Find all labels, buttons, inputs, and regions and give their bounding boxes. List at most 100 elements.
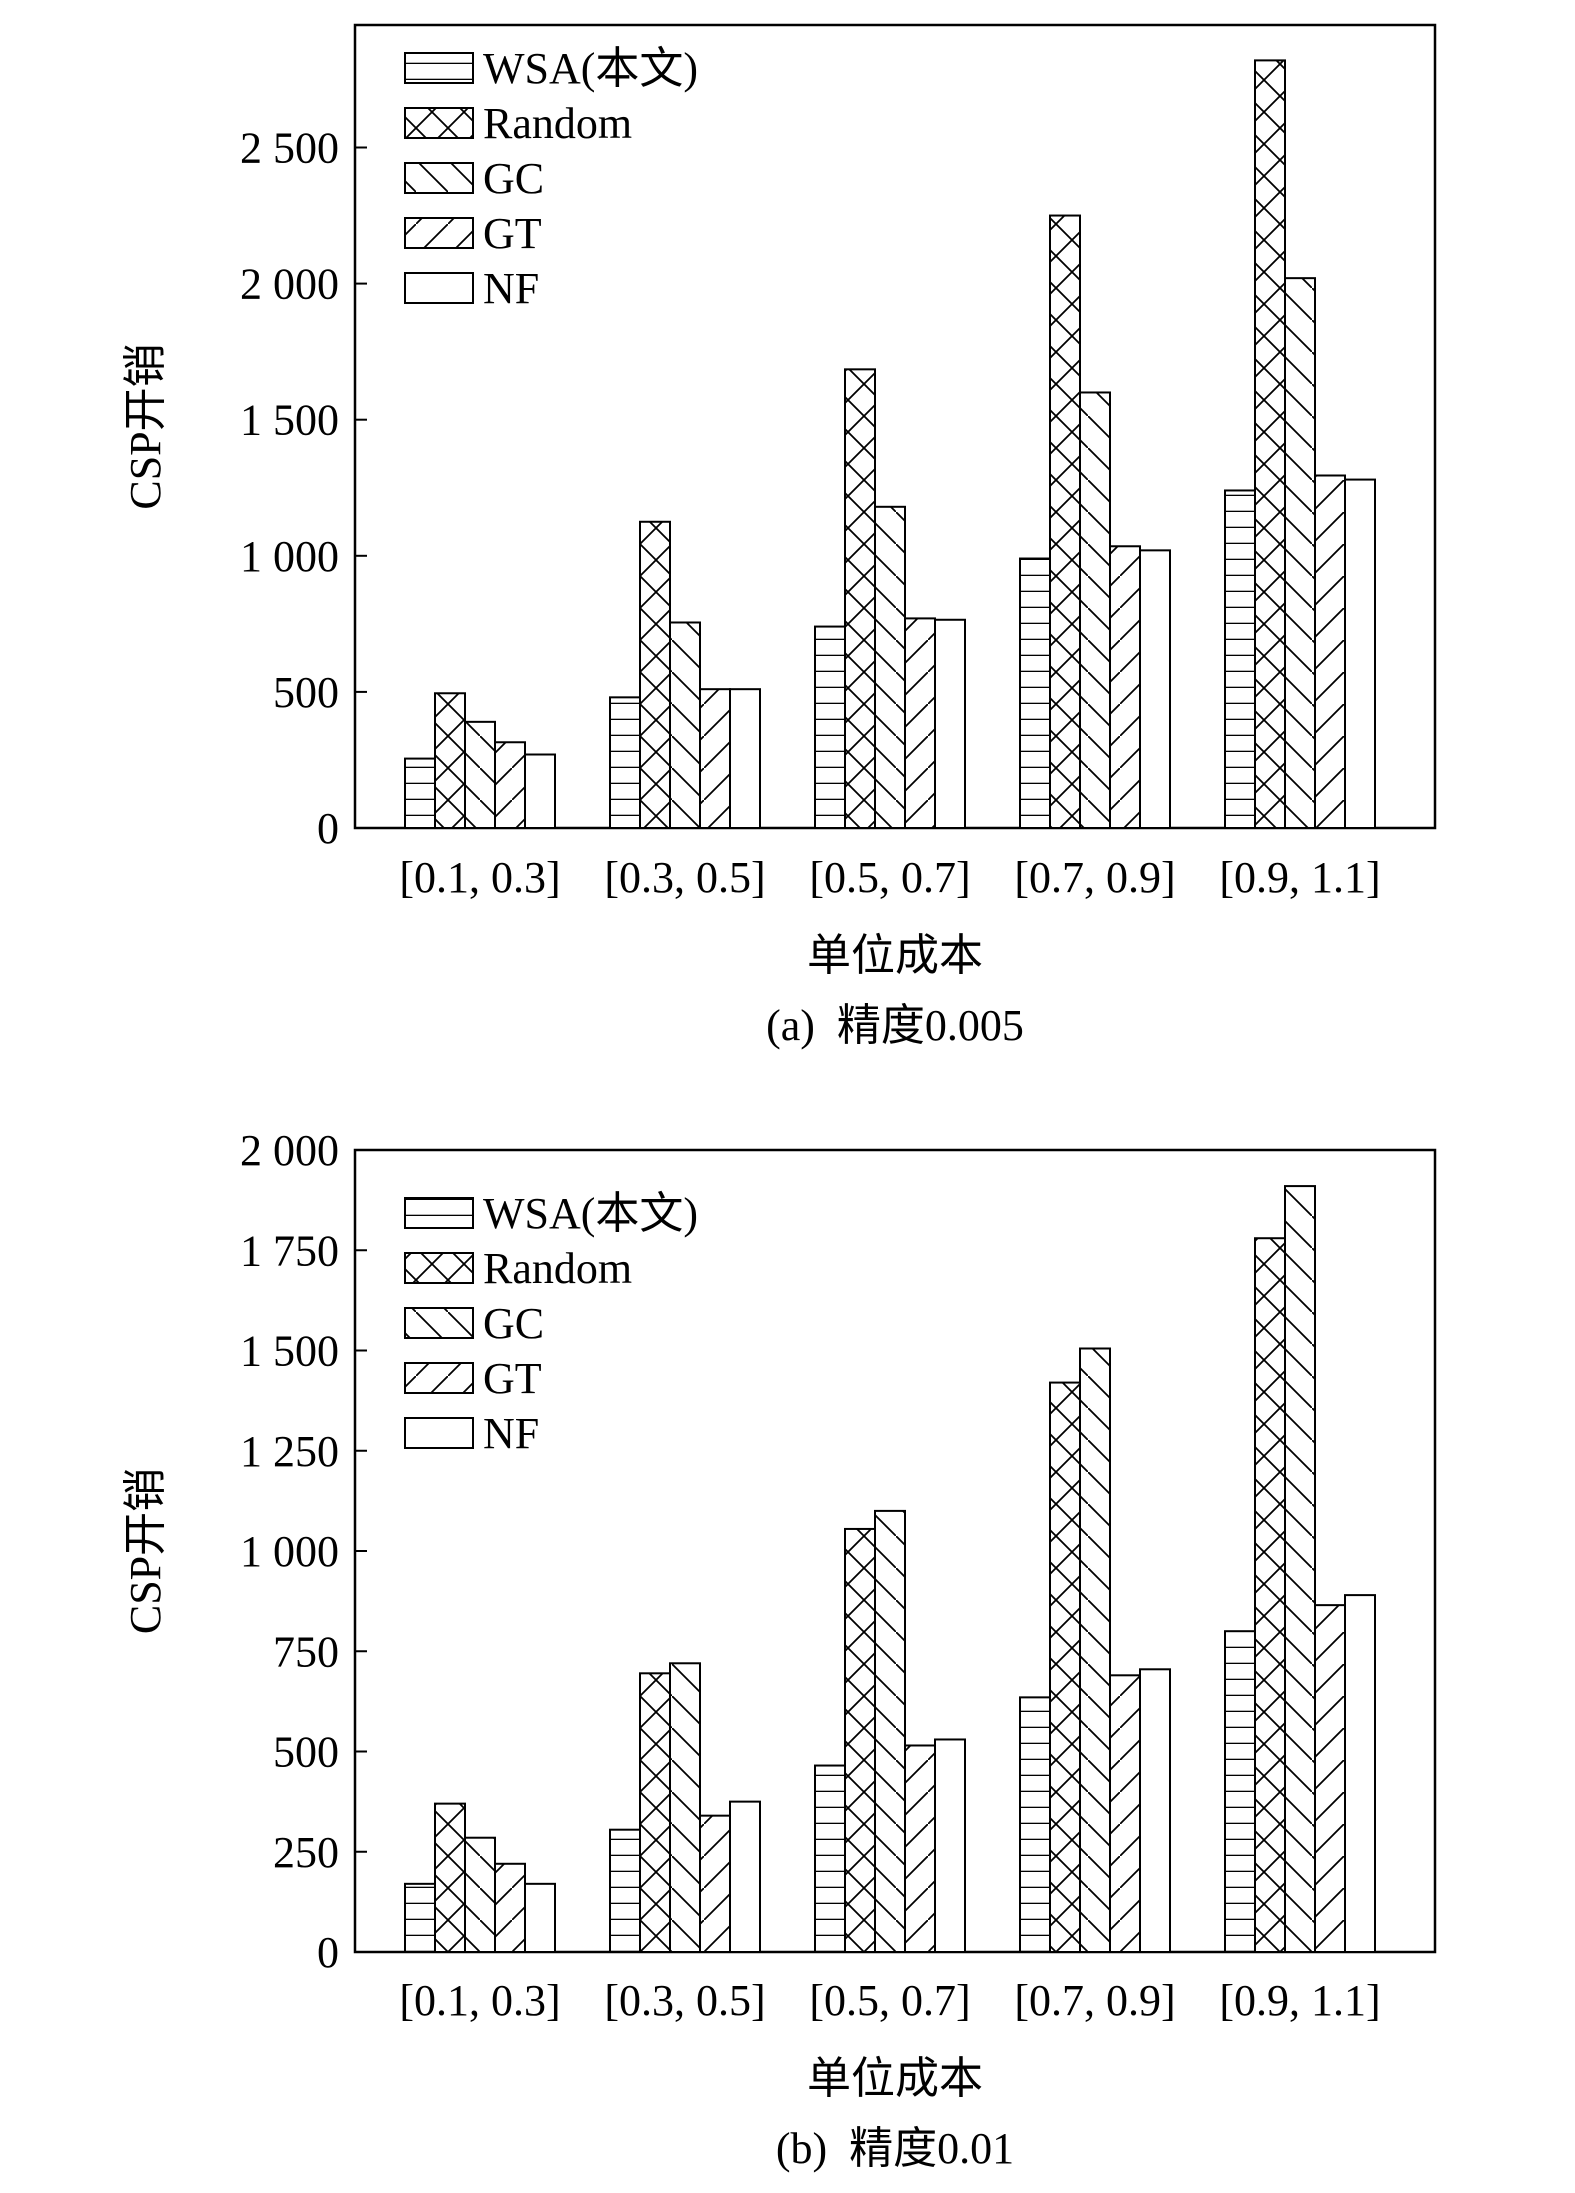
bar-gc-5 (1284, 1185, 1316, 1953)
y-tick-label: 250 (273, 1828, 339, 1877)
bar-gt-1 (494, 741, 526, 829)
bar-wsa-3 (814, 625, 846, 830)
x-tick-label: [0.5, 0.7] (809, 853, 970, 902)
bar-wsa-5 (1224, 489, 1256, 829)
legend-label-nf: NF (483, 1409, 539, 1458)
legend-label-gt: GT (483, 1354, 542, 1403)
bar-random-2 (639, 1672, 671, 1954)
bar-random-3 (844, 368, 876, 829)
legend-label-nf: NF (483, 264, 539, 313)
bar-random-2 (639, 520, 671, 829)
legend-label-wsa: WSA(本文) (483, 1189, 698, 1238)
bar-nf-1 (524, 753, 556, 829)
bar-random-4 (1049, 1381, 1081, 1953)
y-tick-label: 1 000 (240, 532, 339, 581)
bar-gt-3 (904, 617, 936, 829)
x-tick-label: [0.1, 0.3] (399, 853, 560, 902)
y-tick-label: 1 500 (240, 396, 339, 445)
bar-gt-5 (1314, 474, 1346, 829)
bar-gt-1 (494, 1862, 526, 1954)
bar-random-4 (1049, 214, 1081, 830)
bar-wsa-2 (609, 696, 641, 829)
y-tick-label: 1 000 (240, 1527, 339, 1576)
bar-gt-3 (904, 1744, 936, 1953)
y-tick-label: 0 (317, 804, 339, 853)
bar-gc-4 (1079, 391, 1111, 829)
y-tick-label: 1 500 (240, 1327, 339, 1376)
legend-label-wsa: WSA(本文) (483, 44, 698, 93)
bar-nf-2 (729, 1800, 761, 1953)
bar-random-5 (1254, 59, 1286, 830)
bar-wsa-4 (1019, 1696, 1051, 1953)
y-axis-label: CSP开销 (121, 1468, 170, 1634)
y-tick-label: 1 250 (240, 1427, 339, 1476)
y-tick-label: 750 (273, 1627, 339, 1676)
bar-random-1 (434, 1802, 466, 1953)
y-axis-label: CSP开销 (121, 343, 170, 509)
bar-random-3 (844, 1527, 876, 1953)
bar-wsa-5 (1224, 1630, 1256, 1953)
bar-nf-3 (934, 1738, 966, 1953)
y-tick-label: 2 000 (240, 1126, 339, 1175)
y-tick-label: 1 750 (240, 1226, 339, 1275)
y-tick-label: 500 (273, 668, 339, 717)
legend-swatch-gt (404, 217, 474, 249)
x-tick-label: [0.9, 1.1] (1219, 1976, 1380, 2025)
legend-swatch-nf (404, 1417, 474, 1449)
chart-panel-a: 0 500 1 000 1 500 2 000 2 500 [0.1, 0.3] [0.3,… (121, 23, 1437, 1050)
bar-nf-1 (524, 1882, 556, 1953)
x-tick-label: [0.3, 0.5] (604, 853, 765, 902)
legend-swatch-wsa (404, 52, 474, 84)
legend-swatch-random (404, 107, 474, 139)
bar-nf-4 (1139, 549, 1171, 829)
bar-nf-5 (1344, 1594, 1376, 1953)
x-tick-label: [0.7, 0.9] (1014, 1976, 1175, 2025)
bar-gc-2 (669, 1662, 701, 1954)
chart-panel-b: 0 250 500 750 1 000 1 250 1 500 1 750 2 000 [0.1… (121, 1126, 1437, 2173)
x-tick-label: [0.3, 0.5] (604, 1976, 765, 2025)
bars (404, 1185, 1376, 1954)
y-tick-label: 500 (273, 1728, 339, 1777)
bar-gc-3 (874, 1509, 906, 1954)
legend-swatch-wsa (404, 1197, 474, 1229)
y-axis-ticks: 0 250 500 750 1 000 1 250 1 500 1 750 2 000 (240, 1126, 367, 1977)
bar-nf-5 (1344, 478, 1376, 829)
bar-gc-1 (464, 720, 496, 830)
bar-gt-5 (1314, 1604, 1346, 1953)
panel-caption: (a) 精度0.005 (766, 1001, 1024, 1050)
x-tick-label: [0.9, 1.1] (1219, 853, 1380, 902)
legend-label-gc: GC (483, 1299, 544, 1348)
bar-nf-4 (1139, 1668, 1171, 1954)
bar-gt-4 (1109, 1674, 1141, 1954)
bar-gt-2 (699, 688, 731, 829)
panel-caption: (b) 精度0.01 (776, 2124, 1014, 2173)
x-axis-label: 单位成本 (807, 931, 983, 980)
bar-gt-2 (699, 1814, 731, 1954)
legend-swatch-nf (404, 272, 474, 304)
bar-random-5 (1254, 1237, 1286, 1953)
legend-label-random: Random (483, 1244, 632, 1293)
bar-nf-2 (729, 688, 761, 829)
y-axis-ticks: 0 500 1 000 1 500 2 000 2 500 (240, 123, 367, 853)
bar-gc-2 (669, 621, 701, 830)
bar-wsa-2 (609, 1828, 641, 1953)
bar-gc-3 (874, 505, 906, 829)
legend-swatch-gc (404, 1307, 474, 1339)
legend-label-random: Random (483, 99, 632, 148)
bars (404, 59, 1376, 830)
x-axis-label: 单位成本 (807, 2054, 983, 2103)
bar-nf-3 (934, 618, 966, 829)
legend-label-gc: GC (483, 154, 544, 203)
legend-swatch-gc (404, 162, 474, 194)
bar-gt-4 (1109, 545, 1141, 829)
y-tick-label: 2 000 (240, 260, 339, 309)
bar-wsa-4 (1019, 557, 1051, 829)
x-tick-label: [0.1, 0.3] (399, 1976, 560, 2025)
y-tick-label: 2 500 (240, 123, 339, 172)
x-axis-tick-labels: [0.1, 0.3] [0.3, 0.5] [0.5, 0.7] [0.7, 0.9]… (399, 853, 1380, 902)
y-tick-label: 0 (317, 1928, 339, 1977)
bar-gc-5 (1284, 277, 1316, 829)
bar-wsa-1 (404, 1882, 436, 1953)
legend-label-gt: GT (483, 209, 542, 258)
